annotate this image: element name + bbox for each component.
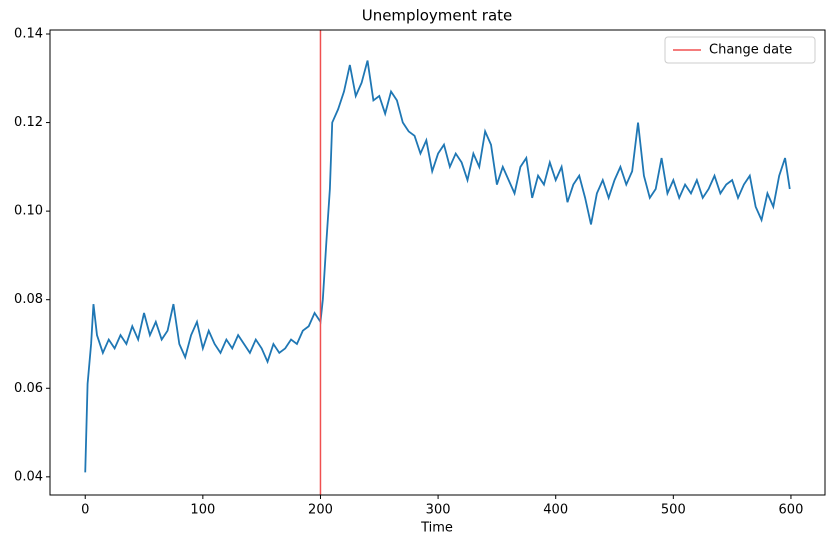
x-tick-label: 300 <box>426 503 451 518</box>
x-tick-label: 600 <box>779 503 804 518</box>
plot-frame <box>49 29 826 496</box>
legend-label: Change date <box>709 43 792 58</box>
chart-title: Unemployment rate <box>362 7 513 25</box>
y-tick-label: 0.06 <box>14 381 43 396</box>
y-tick-label: 0.08 <box>14 292 43 307</box>
y-tick-label: 0.14 <box>14 26 43 41</box>
x-tick-label: 500 <box>661 503 686 518</box>
y-tick-label: 0.12 <box>14 115 43 130</box>
y-tick-label: 0.10 <box>14 204 43 219</box>
x-axis-label: Time <box>420 521 453 536</box>
data-line <box>84 60 791 473</box>
y-tick-label: 0.04 <box>14 469 43 484</box>
x-tick-label: 0 <box>81 503 89 518</box>
x-tick-label: 100 <box>190 503 215 518</box>
x-tick-label: 400 <box>543 503 568 518</box>
legend-box <box>664 36 816 64</box>
x-tick-label: 200 <box>308 503 333 518</box>
